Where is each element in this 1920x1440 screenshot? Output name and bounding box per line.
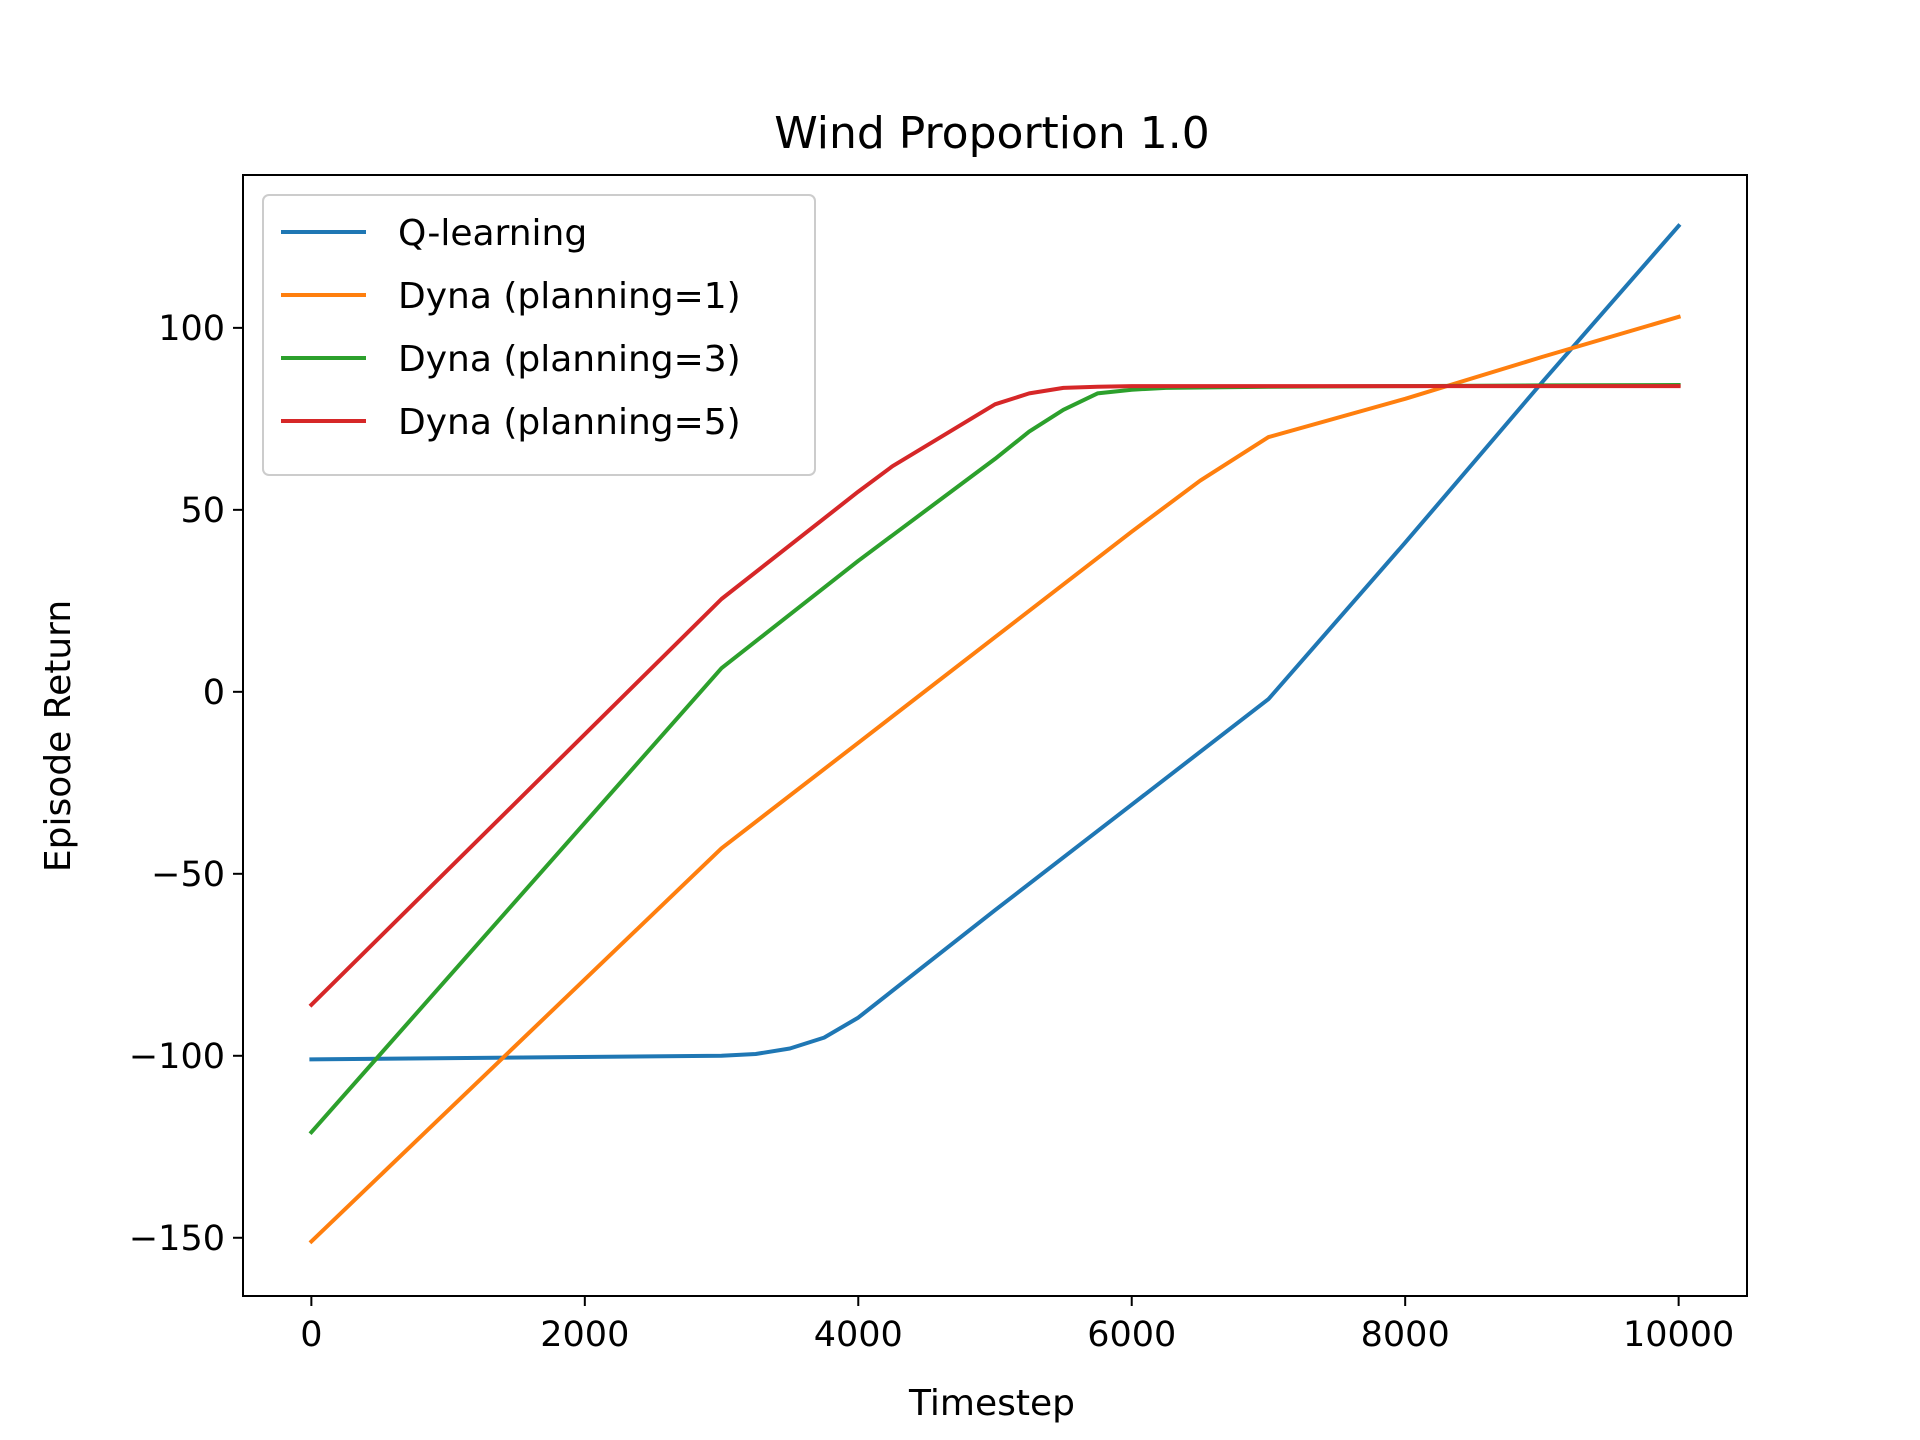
y-tick-label: 50 — [180, 491, 225, 531]
y-axis-label: Episode Return — [38, 600, 79, 872]
legend-entry-label: Dyna (planning=5) — [398, 402, 741, 443]
x-tick-label: 0 — [300, 1315, 322, 1355]
x-tick-label: 10000 — [1623, 1315, 1734, 1355]
legend: Q-learning Dyna (planning=1) Dyna (plannin… — [262, 194, 816, 476]
x-tick-label: 4000 — [814, 1315, 903, 1355]
legend-entry-label: Dyna (planning=1) — [398, 276, 741, 317]
y-tick-label: −150 — [129, 1219, 225, 1259]
x-tick-label: 8000 — [1361, 1315, 1450, 1355]
x-axis-ticks: 0 2000 4000 6000 8000 10000 — [300, 1296, 1734, 1355]
series-line-1 — [308, 314, 1682, 1245]
series-line-0 — [309, 223, 1682, 1062]
series-line-3 — [308, 384, 1681, 1008]
plot-frame — [242, 174, 1748, 1297]
plot-lines — [308, 223, 1682, 1245]
legend-entry-label: Dyna (planning=3) — [398, 339, 741, 380]
x-tick-label: 6000 — [1087, 1315, 1176, 1355]
chart-title: Wind Proportion 1.0 — [774, 108, 1210, 159]
x-axis-label: Timestep — [908, 1383, 1075, 1424]
y-tick-label: 0 — [203, 673, 225, 713]
x-tick-label: 2000 — [540, 1315, 629, 1355]
legend-box — [262, 194, 816, 476]
y-tick-label: 100 — [158, 309, 225, 349]
legend-entry-label: Q-learning — [398, 213, 587, 254]
y-tick-label: −100 — [129, 1037, 225, 1077]
y-tick-label: −50 — [151, 855, 225, 895]
y-axis-ticks: −150 −100 −50 0 50 100 — [129, 309, 243, 1259]
